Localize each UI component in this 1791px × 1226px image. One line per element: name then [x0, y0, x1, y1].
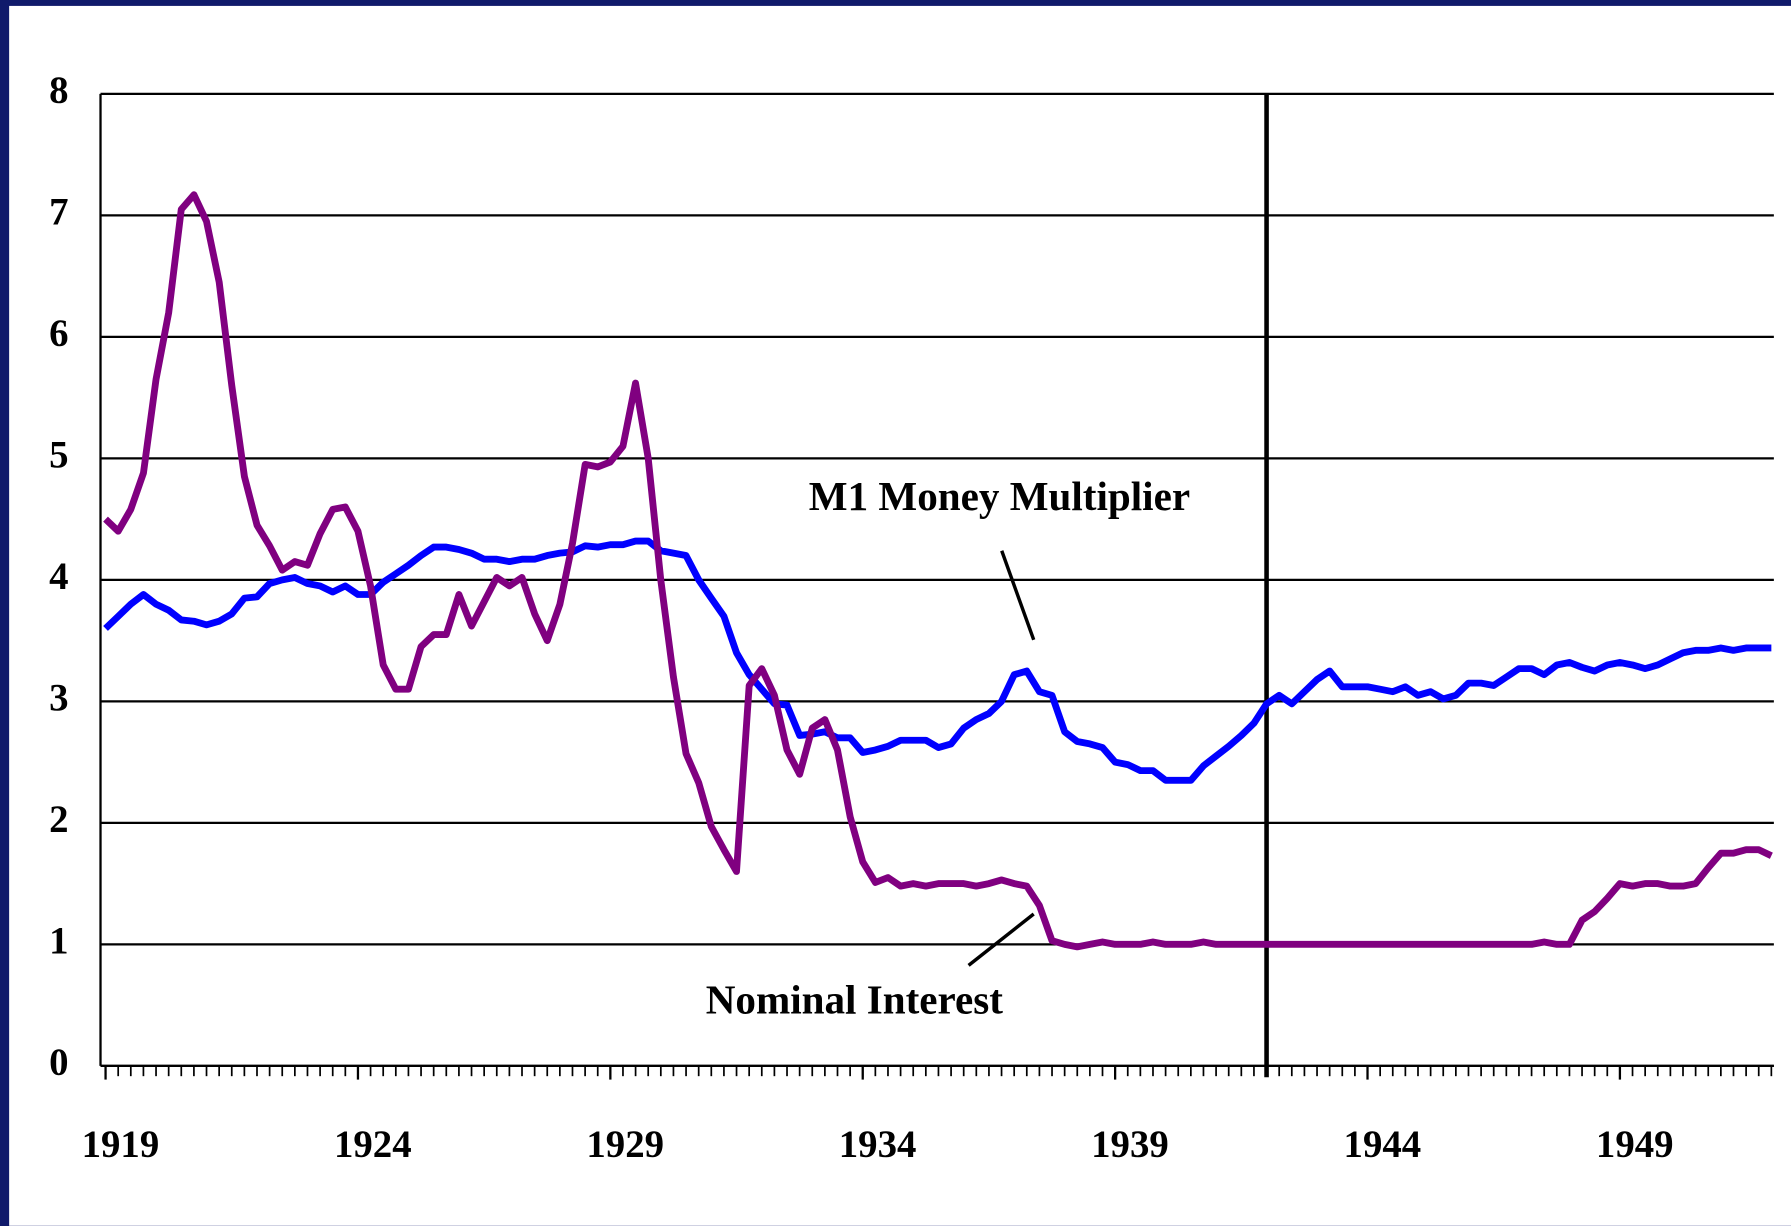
x-tick-label: 1934	[839, 1123, 917, 1166]
y-tick-label: 5	[49, 433, 68, 476]
y-tick-label: 7	[49, 190, 68, 233]
x-tick-label: 1949	[1596, 1123, 1674, 1166]
series-line	[103, 191, 1773, 951]
series-line	[103, 537, 1772, 784]
annotation-leader	[967, 912, 1035, 967]
x-tick-label: 1919	[82, 1123, 160, 1166]
x-tick-label: 1929	[586, 1123, 664, 1166]
slide-background	[9, 5, 1791, 1226]
x-tick-label: 1924	[334, 1123, 412, 1166]
y-tick-label: 1	[49, 919, 68, 962]
x-tick-label: 1944	[1344, 1123, 1422, 1166]
y-tick-label: 3	[49, 676, 68, 719]
x-tick-label: 1939	[1091, 1123, 1169, 1166]
y-tick-label: 0	[49, 1041, 68, 1084]
y-tick-label: 2	[49, 798, 68, 841]
y-tick-label: 4	[49, 555, 68, 598]
annotation: Nominal Interest	[706, 977, 1004, 1023]
y-tick-label: 6	[49, 312, 68, 355]
annotation-leader	[1000, 550, 1036, 641]
annotation: M1 Money Multiplier	[809, 473, 1190, 519]
y-tick-label: 8	[49, 69, 68, 112]
